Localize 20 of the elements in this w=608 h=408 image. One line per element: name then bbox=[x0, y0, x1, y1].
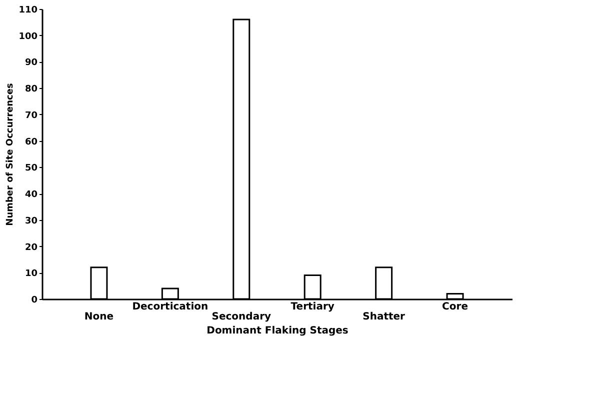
y-tick-label: 10 bbox=[24, 269, 38, 280]
x-tick-label: Secondary bbox=[212, 312, 272, 322]
x-tick-label: None bbox=[84, 312, 114, 322]
y-tick-label: 70 bbox=[24, 110, 38, 121]
y-tick-label: 0 bbox=[31, 296, 38, 306]
x-tick-label: Core bbox=[442, 302, 468, 312]
y-axis-title: Number of Site Occurrences bbox=[6, 83, 16, 226]
y-tick-label: 40 bbox=[24, 190, 38, 200]
x-tick-label: Tertiary bbox=[290, 302, 335, 312]
x-tick-label: Shatter bbox=[362, 312, 406, 322]
y-tick-label: 110 bbox=[18, 6, 38, 16]
y-tick-label: 30 bbox=[24, 216, 38, 226]
y-tick-label: 20 bbox=[24, 242, 38, 253]
y-tick-label: 90 bbox=[24, 58, 38, 68]
y-tick-label: 80 bbox=[24, 84, 38, 95]
y-tick-label: 60 bbox=[24, 137, 38, 148]
y-tick-label: 100 bbox=[18, 32, 38, 42]
x-tick-label: Decortication bbox=[132, 302, 208, 312]
y-tick-label: 50 bbox=[24, 164, 38, 174]
x-axis-title: Dominant Flaking Stages bbox=[206, 326, 348, 336]
